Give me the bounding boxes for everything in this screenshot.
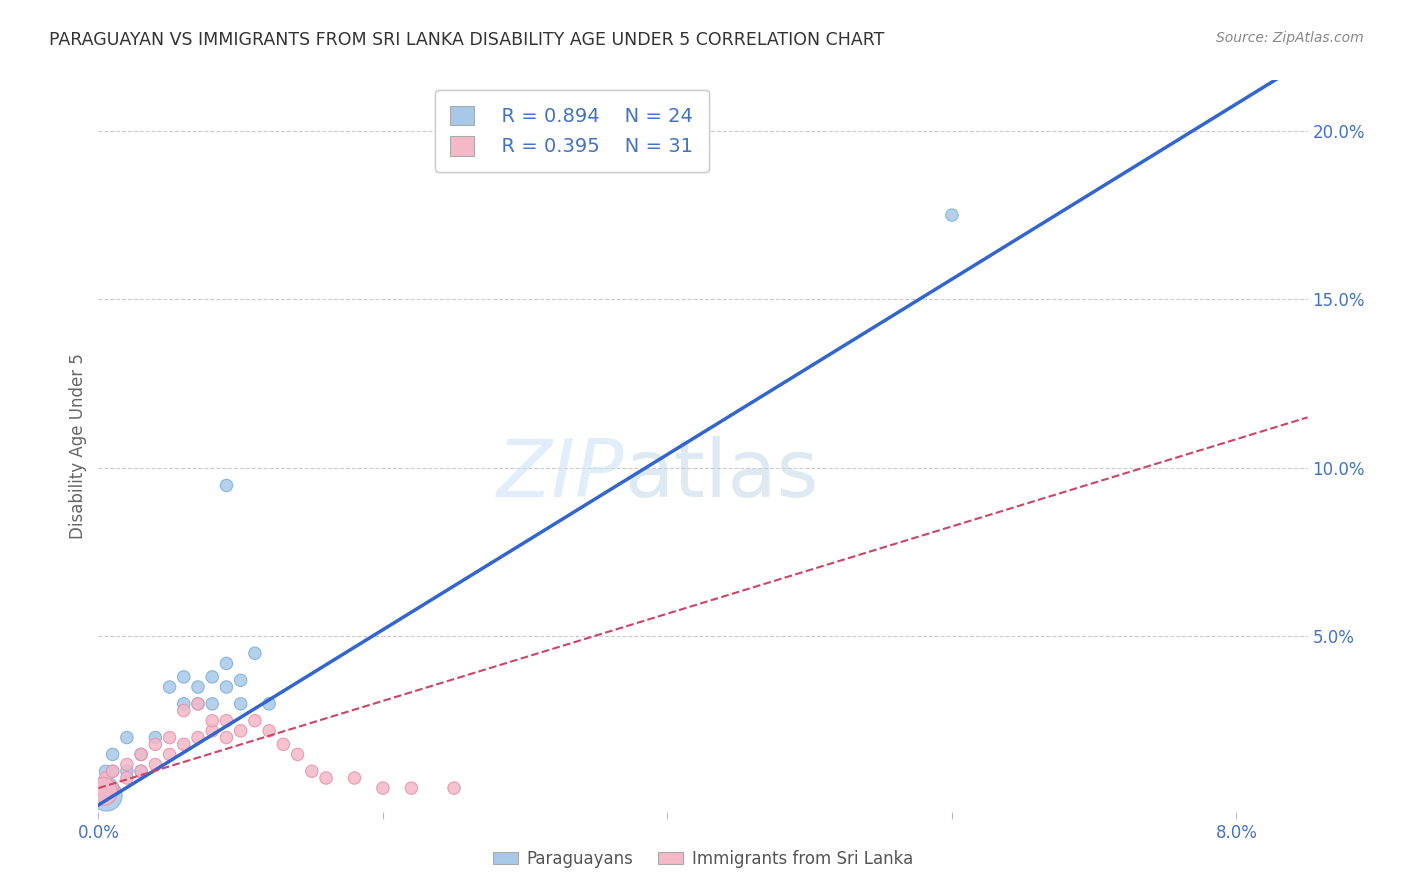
Point bbox=[129, 747, 152, 762]
Point bbox=[257, 697, 280, 711]
Text: ZIP: ZIP bbox=[498, 436, 624, 515]
Point bbox=[187, 697, 209, 711]
Point bbox=[443, 781, 465, 796]
Point bbox=[187, 731, 209, 745]
Point bbox=[215, 680, 238, 694]
Point bbox=[90, 781, 112, 796]
Legend:   R = 0.894    N = 24,   R = 0.395    N = 31: R = 0.894 N = 24, R = 0.395 N = 31 bbox=[434, 90, 709, 172]
Point bbox=[101, 764, 124, 779]
Legend: Paraguayans, Immigrants from Sri Lanka: Paraguayans, Immigrants from Sri Lanka bbox=[486, 844, 920, 875]
Point bbox=[215, 714, 238, 728]
Point bbox=[91, 784, 114, 798]
Point bbox=[94, 771, 117, 785]
Point bbox=[159, 680, 181, 694]
Point bbox=[187, 697, 209, 711]
Point bbox=[229, 697, 252, 711]
Point bbox=[229, 723, 252, 738]
Point bbox=[143, 737, 166, 751]
Point bbox=[201, 697, 224, 711]
Point bbox=[115, 731, 138, 745]
Point bbox=[101, 781, 124, 796]
Point bbox=[201, 723, 224, 738]
Point bbox=[343, 771, 366, 785]
Point bbox=[201, 714, 224, 728]
Text: PARAGUAYAN VS IMMIGRANTS FROM SRI LANKA DISABILITY AGE UNDER 5 CORRELATION CHART: PARAGUAYAN VS IMMIGRANTS FROM SRI LANKA … bbox=[49, 31, 884, 49]
Point bbox=[301, 764, 323, 779]
Point bbox=[243, 646, 266, 660]
Point bbox=[173, 670, 195, 684]
Point bbox=[173, 737, 195, 751]
Point bbox=[94, 788, 117, 802]
Point bbox=[115, 757, 138, 772]
Point bbox=[173, 704, 195, 718]
Point bbox=[101, 764, 124, 779]
Point bbox=[229, 673, 252, 688]
Point bbox=[215, 477, 238, 491]
Point bbox=[215, 731, 238, 745]
Point bbox=[401, 781, 423, 796]
Point bbox=[101, 747, 124, 762]
Point bbox=[115, 764, 138, 779]
Text: atlas: atlas bbox=[624, 436, 818, 515]
Point bbox=[201, 670, 224, 684]
Point bbox=[129, 764, 152, 779]
Point bbox=[94, 781, 117, 796]
Point bbox=[941, 208, 963, 222]
Point bbox=[159, 747, 181, 762]
Point bbox=[371, 781, 394, 796]
Point bbox=[243, 714, 266, 728]
Point bbox=[173, 697, 195, 711]
Point bbox=[101, 781, 124, 796]
Point bbox=[115, 771, 138, 785]
Point bbox=[129, 764, 152, 779]
Point bbox=[287, 747, 309, 762]
Point bbox=[187, 680, 209, 694]
Point bbox=[159, 731, 181, 745]
Point bbox=[273, 737, 295, 751]
Text: Source: ZipAtlas.com: Source: ZipAtlas.com bbox=[1216, 31, 1364, 45]
Point bbox=[129, 747, 152, 762]
Y-axis label: Disability Age Under 5: Disability Age Under 5 bbox=[69, 353, 87, 539]
Point bbox=[257, 723, 280, 738]
Point bbox=[315, 771, 337, 785]
Point bbox=[215, 657, 238, 671]
Point bbox=[94, 764, 117, 779]
Point bbox=[143, 757, 166, 772]
Point bbox=[143, 731, 166, 745]
